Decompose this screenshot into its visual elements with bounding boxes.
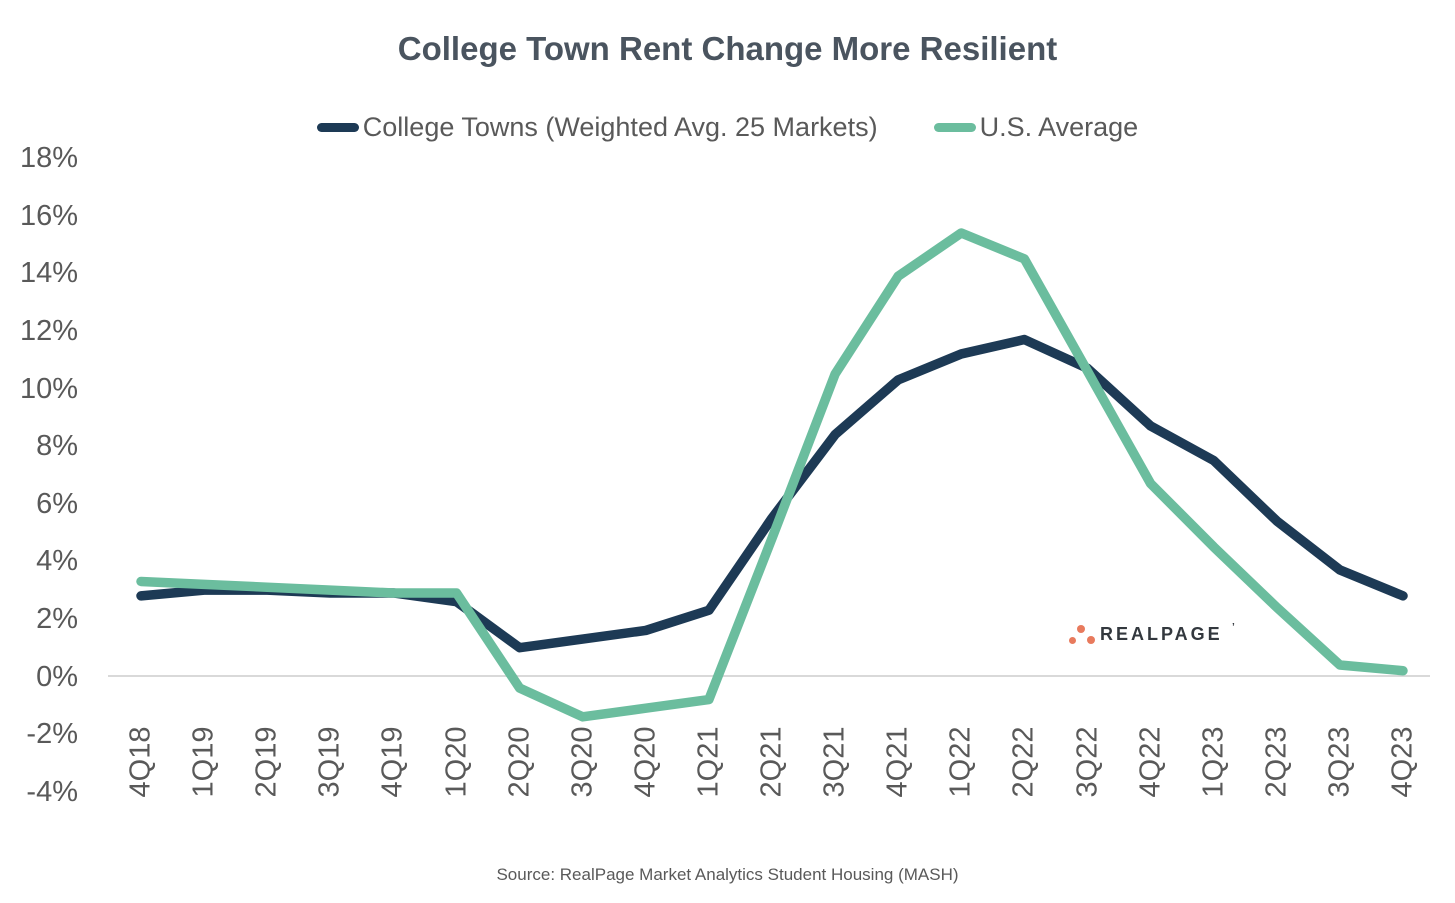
x-tick-label: 1Q19 — [187, 726, 220, 798]
y-tick-label: 16% — [19, 199, 78, 232]
realpage-logo: REALPAGE ’ — [1066, 615, 1246, 651]
y-tick-label: 2% — [36, 602, 78, 635]
y-tick-label: -2% — [26, 718, 78, 751]
x-tick-label: 4Q20 — [629, 726, 662, 798]
y-tick-label: 14% — [19, 257, 78, 290]
zero-gridline — [108, 675, 1430, 677]
y-tick-label: 10% — [19, 372, 78, 405]
y-tick-label: 8% — [36, 430, 78, 463]
legend-item-us-average: U.S. Average — [933, 112, 1139, 143]
x-tick-label: 3Q19 — [313, 726, 346, 798]
logo-dot-icon — [1087, 636, 1095, 644]
chart-title: College Town Rent Change More Resilient — [397, 30, 1058, 67]
y-tick-label: 12% — [19, 314, 78, 347]
x-tick-label: 4Q19 — [376, 726, 409, 798]
x-tick-label: 2Q23 — [1260, 726, 1293, 798]
source-note: Source: RealPage Market Analytics Studen… — [496, 865, 959, 884]
college-towns-line — [136, 334, 1408, 653]
x-tick-label: 4Q23 — [1386, 726, 1419, 798]
y-tick-label: 18% — [19, 142, 78, 175]
x-tick-label: 2Q20 — [503, 726, 536, 798]
x-tick-label: 1Q20 — [440, 726, 472, 798]
x-tick-label: 1Q22 — [944, 726, 977, 798]
logo-dot-icon — [1069, 637, 1076, 644]
y-tick-label: 0% — [36, 660, 78, 693]
us-average-line — [136, 228, 1408, 722]
x-tick-label: 3Q23 — [1323, 726, 1356, 798]
logo-wordmark: REALPAGE — [1100, 624, 1223, 644]
x-tick-label: 4Q18 — [124, 726, 157, 798]
x-tick-label: 2Q19 — [250, 726, 283, 798]
college-towns-legend-label: College Towns (Weighted Avg. 25 Markets) — [362, 112, 878, 142]
college-towns-swatch — [316, 123, 359, 132]
y-tick-label: 6% — [36, 487, 78, 520]
logo-trademark: ’ — [1232, 622, 1235, 633]
x-tick-label: 3Q22 — [1071, 726, 1103, 798]
x-tick-label: 3Q21 — [818, 726, 851, 798]
x-tick-label: 1Q23 — [1197, 726, 1230, 798]
x-tick-label: 2Q22 — [1007, 726, 1040, 798]
legend-item-college-towns: College Towns (Weighted Avg. 25 Markets) — [316, 112, 878, 143]
x-tick-label: 3Q20 — [566, 726, 599, 798]
us-average-legend-label: U.S. Average — [979, 112, 1139, 142]
x-tick-label: 2Q21 — [755, 726, 788, 798]
x-tick-label: 4Q22 — [1134, 726, 1167, 798]
x-tick-label: 1Q21 — [692, 726, 725, 798]
x-tick-label: 4Q21 — [881, 726, 914, 798]
logo-dot-icon — [1077, 625, 1085, 633]
y-tick-label: 4% — [36, 545, 78, 578]
legend: College Towns (Weighted Avg. 25 Markets)… — [0, 112, 1455, 143]
y-tick-label: -4% — [26, 775, 78, 808]
us-average-swatch — [933, 123, 976, 132]
